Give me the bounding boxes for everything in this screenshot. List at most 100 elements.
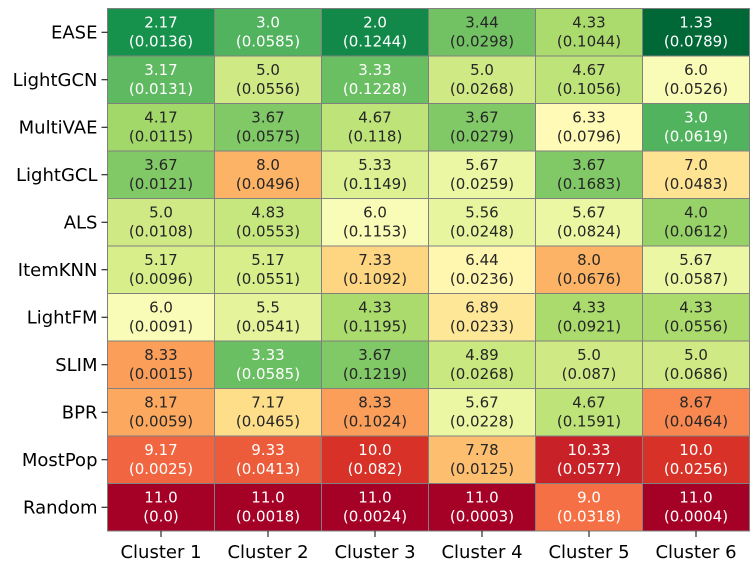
cell-value-label: 11.0: [465, 489, 498, 507]
heatmap-cell-mostpop-cluster-1: [107, 435, 215, 484]
heatmap-cell-lightgcl-cluster-6: [642, 150, 750, 199]
heatmap-cell-ease-cluster-3: [321, 8, 429, 57]
cells-layer: [107, 8, 750, 532]
heatmap-cell-als-cluster-6: [642, 198, 750, 247]
x-axis: Cluster 1 Cluster 2 Cluster 3 Cluster 4 Clus…: [120, 531, 737, 563]
cell-value-label: 3.33: [358, 61, 391, 79]
cell-value-label: 7.17: [251, 394, 284, 412]
cell-secondary-label: (0.1228): [343, 80, 407, 98]
cell-secondary-label: (0.0575): [236, 128, 300, 146]
y-tick-label: LightFM: [27, 307, 98, 328]
x-tick-label: Cluster 1: [120, 542, 201, 563]
cell-value-label: 3.67: [251, 109, 284, 127]
heatmap-cell-multivae-cluster-5: [535, 103, 643, 152]
cell-value-label: 4.33: [572, 299, 605, 317]
cell-secondary-label: (0.0018): [236, 508, 300, 526]
cell-secondary-label: (0.0921): [557, 318, 621, 336]
cell-secondary-label: (0.0796): [557, 128, 621, 146]
cell-secondary-label: (0.0248): [450, 223, 514, 241]
heatmap-cell-bpr-cluster-1: [107, 388, 215, 437]
cell-secondary-label: (0.0298): [450, 33, 514, 51]
cell-value-label: 3.67: [144, 156, 177, 174]
cell-value-label: 4.0: [684, 204, 708, 222]
cell-value-label: 6.0: [149, 299, 173, 317]
cell-value-label: 3.0: [256, 14, 280, 32]
cell-value-label: 7.33: [358, 251, 391, 269]
cell-secondary-label: (0.0003): [450, 508, 514, 526]
cell-secondary-label: (0.0233): [450, 318, 514, 336]
cell-secondary-label: (0.0585): [236, 365, 300, 383]
cell-value-label: 8.0: [577, 251, 601, 269]
cell-value-label: 9.0: [577, 489, 601, 507]
heatmap-cell-als-cluster-5: [535, 198, 643, 247]
cell-value-label: 9.33: [251, 441, 284, 459]
cell-secondary-label: (0.0091): [129, 318, 193, 336]
heatmap-cell-random-cluster-6: [642, 483, 750, 532]
cell-secondary-label: (0.0268): [450, 80, 514, 98]
cell-value-label: 11.0: [358, 489, 391, 507]
x-tick-label: Cluster 4: [441, 542, 522, 563]
cell-secondary-label: (0.0541): [236, 318, 300, 336]
cell-secondary-label: (0.0413): [236, 460, 300, 478]
heatmap-cell-lightfm-cluster-3: [321, 293, 429, 342]
cell-secondary-label: (0.087): [562, 365, 617, 383]
cell-secondary-label: (0.0024): [343, 508, 407, 526]
heatmap-cell-mostpop-cluster-5: [535, 435, 643, 484]
heatmap-cell-bpr-cluster-5: [535, 388, 643, 437]
cell-secondary-label: (0.0228): [450, 413, 514, 431]
cell-value-label: 4.89: [465, 346, 498, 364]
cell-value-label: 3.44: [465, 14, 498, 32]
cell-value-label: 5.0: [577, 346, 601, 364]
cell-value-label: 5.67: [465, 156, 498, 174]
cell-labels-layer: 2.17(0.0136)3.0(0.0585)2.0(0.1244)3.44(0…: [129, 14, 728, 526]
cell-secondary-label: (0.1149): [343, 175, 407, 193]
cell-value-label: 3.0: [684, 109, 708, 127]
cell-value-label: 8.0: [256, 156, 280, 174]
cell-value-label: 9.17: [144, 441, 177, 459]
cell-value-label: 4.67: [358, 109, 391, 127]
cell-secondary-label: (0.0236): [450, 270, 514, 288]
heatmap-cell-lightgcl-cluster-2: [214, 150, 322, 199]
y-axis: EASE LightGCN MultiVAE LightGCL ALS ItemKNN Li…: [13, 22, 108, 518]
cell-value-label: 3.67: [572, 156, 605, 174]
cell-value-label: 10.0: [679, 441, 712, 459]
y-tick-label: LightGCL: [16, 165, 97, 186]
cell-value-label: 2.17: [144, 14, 177, 32]
heatmap-cell-random-cluster-1: [107, 483, 215, 532]
cell-value-label: 3.33: [251, 346, 284, 364]
cell-secondary-label: (0.0556): [236, 80, 300, 98]
cell-secondary-label: (0.0059): [129, 413, 193, 431]
cell-value-label: 5.67: [572, 204, 605, 222]
cell-value-label: 5.0: [149, 204, 173, 222]
cell-secondary-label: (0.0096): [129, 270, 193, 288]
y-tick-label: ItemKNN: [18, 260, 98, 281]
cell-secondary-label: (0.0125): [450, 460, 514, 478]
cell-value-label: 7.78: [465, 441, 498, 459]
cell-secondary-label: (0.0464): [664, 413, 728, 431]
cell-value-label: 8.17: [144, 394, 177, 412]
cell-secondary-label: (0.1219): [343, 365, 407, 383]
cell-secondary-label: (0.0551): [236, 270, 300, 288]
cell-secondary-label: (0.0268): [450, 365, 514, 383]
y-tick-label: MostPop: [22, 450, 98, 471]
cell-secondary-label: (0.0259): [450, 175, 514, 193]
cell-secondary-label: (0.0318): [557, 508, 621, 526]
y-tick-label: LightGCN: [13, 70, 98, 91]
heatmap-cell-ease-cluster-6: [642, 8, 750, 57]
cell-value-label: 4.33: [679, 299, 712, 317]
cell-secondary-label: (0.0465): [236, 413, 300, 431]
cell-value-label: 6.0: [363, 204, 387, 222]
cell-secondary-label: (0.0686): [664, 365, 728, 383]
x-tick-label: Cluster 3: [334, 542, 415, 563]
cell-value-label: 6.89: [465, 299, 498, 317]
cell-value-label: 3.67: [358, 346, 391, 364]
cell-value-label: 6.0: [684, 61, 708, 79]
cell-secondary-label: (0.0279): [450, 128, 514, 146]
heatmap-cell-slim-cluster-4: [428, 340, 536, 389]
heatmap-cell-itemknn-cluster-6: [642, 245, 750, 294]
cell-secondary-label: (0.1195): [343, 318, 407, 336]
heatmap-cell-lightgcn-cluster-6: [642, 55, 750, 104]
cell-value-label: 5.17: [144, 251, 177, 269]
cell-secondary-label: (0.0108): [129, 223, 193, 241]
